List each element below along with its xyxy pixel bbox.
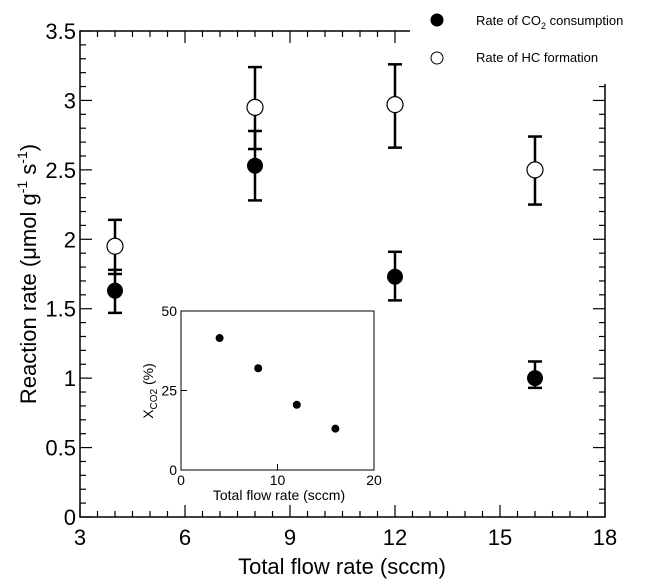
y-tick-label: 2.5 [45,158,76,183]
x-tick-label: 15 [488,525,512,550]
y-tick-label: 0 [64,505,76,530]
legend-label-co2: Rate of CO2 consumption [476,13,623,31]
y-tick-label: 3 [64,88,76,113]
legend: Rate of CO2 consumption Rate of HC forma… [410,0,647,84]
legend-marker-co2 [430,13,444,27]
main-tick-labels: 3 6 9 12 15 18 0 0.5 1 1.5 2 2.5 3 3.5 [45,19,617,550]
hc-formation-point [106,237,124,255]
main-x-axis-label: Total flow rate (sccm) [238,554,446,579]
y-tick-label: 0.5 [45,436,76,461]
legend-background [410,0,647,84]
co2-consumption-point [527,370,543,387]
inset-y-tick-label: 0 [169,462,177,478]
inset-x-tick-label: 20 [366,472,382,488]
inset-y-axis-label: XCO2 (%) [140,363,160,419]
inset-y-tick-label: 25 [161,383,177,399]
inset-x-axis-label: Total flow rate (sccm) [213,487,345,503]
y-tick-label: 1.5 [45,297,76,322]
inset-plot-background [181,311,374,470]
co2-conversion-point [292,400,301,409]
co2-consumption-point [387,268,403,285]
main-y-axis-label: Reaction rate (μmol g-1 s-1) [14,144,41,404]
main-data-marks [106,63,544,390]
y-tick-label: 3.5 [45,19,76,44]
x-tick-label: 9 [284,525,296,550]
inset-data-marks [215,334,340,433]
hc-formation-point [526,161,544,179]
co2-conversion-point [254,364,263,373]
legend-marker-hc [430,51,444,65]
co2-consumption-point [107,282,123,299]
inset-x-tick-label: 0 [177,472,185,488]
legend-label-hc: Rate of HC formation [476,50,598,65]
inset-ticks [180,310,375,471]
x-tick-label: 12 [383,525,407,550]
inset-tick-labels: 0 10 20 0 25 50 [161,303,382,488]
y-tick-label: 1 [64,366,76,391]
main-ticks [79,30,606,518]
hc-formation-point [386,95,404,114]
y-tick-label: 2 [64,227,76,252]
hc-formation-point [246,98,264,116]
co2-consumption-point [247,157,263,174]
inset-y-tick-label: 50 [161,303,177,319]
x-tick-label: 6 [179,525,191,550]
x-tick-label: 18 [593,525,617,550]
inset-x-tick-label: 10 [270,472,286,488]
co2-conversion-point [215,334,224,343]
x-tick-label: 3 [74,525,86,550]
co2-conversion-point [331,424,340,433]
